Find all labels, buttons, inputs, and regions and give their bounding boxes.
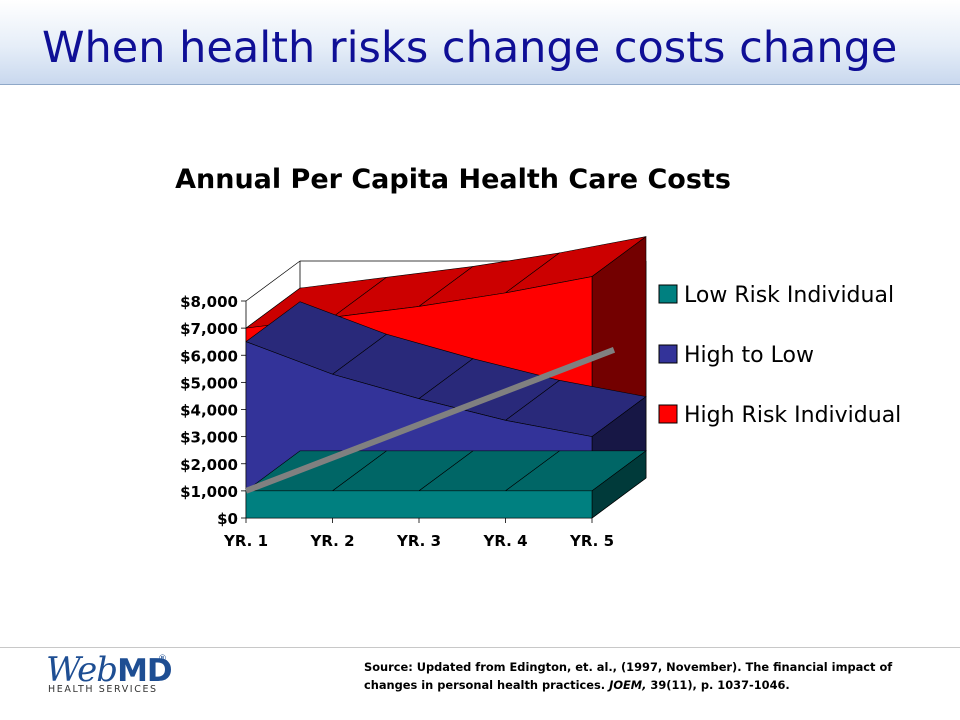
logo-subtitle: HEALTH SERVICES xyxy=(48,684,158,695)
logo-web: Web xyxy=(46,650,118,690)
logo-registered-mark: ® xyxy=(158,654,167,664)
y-tick-label: $5,000 xyxy=(180,374,238,392)
source-tail: 39(11), p. 1037-1046. xyxy=(646,678,790,692)
y-tick-label: $6,000 xyxy=(180,347,238,365)
x-tick-label: YR. 3 xyxy=(396,532,441,550)
webmd-logo: WebMD ® HEALTH SERVICES xyxy=(46,650,176,698)
legend-swatch xyxy=(658,284,678,304)
chart-title: Annual Per Capita Health Care Costs xyxy=(175,164,731,195)
logo-wordmark: WebMD xyxy=(46,650,173,691)
source-journal: JOEM, xyxy=(609,678,647,692)
slide-header: When health risks change costs change xyxy=(0,0,960,85)
y-tick-label: $3,000 xyxy=(180,429,238,447)
source-citation: Source: Updated from Edington, et. al., … xyxy=(364,658,924,694)
y-tick-label: $1,000 xyxy=(180,483,238,501)
y-tick-label: $4,000 xyxy=(180,402,238,420)
footer-divider xyxy=(0,647,960,648)
legend-swatch xyxy=(658,344,678,364)
x-tick-label: YR. 1 xyxy=(223,532,268,550)
logo-md: MD xyxy=(117,653,173,689)
legend-label: Low Risk Individual xyxy=(684,283,894,308)
source-text: Source: Updated from Edington, et. al., … xyxy=(364,660,893,692)
y-tick-label: $2,000 xyxy=(180,456,238,474)
legend-label: High to Low xyxy=(684,343,814,368)
x-tick-label: YR. 5 xyxy=(569,532,614,550)
trend-line xyxy=(244,347,616,494)
legend-label: High Risk Individual xyxy=(684,403,901,428)
slide-title: When health risks change costs change xyxy=(42,23,898,73)
series-front-0 xyxy=(245,490,593,519)
y-tick-label: $8,000 xyxy=(180,293,238,311)
y-tick-label: $0 xyxy=(217,510,238,528)
x-tick-label: YR. 2 xyxy=(309,532,354,550)
side-gridline xyxy=(245,260,301,302)
x-tick-label: YR. 4 xyxy=(482,532,527,550)
legend-swatch xyxy=(658,404,678,424)
y-tick-label: $7,000 xyxy=(180,320,238,338)
